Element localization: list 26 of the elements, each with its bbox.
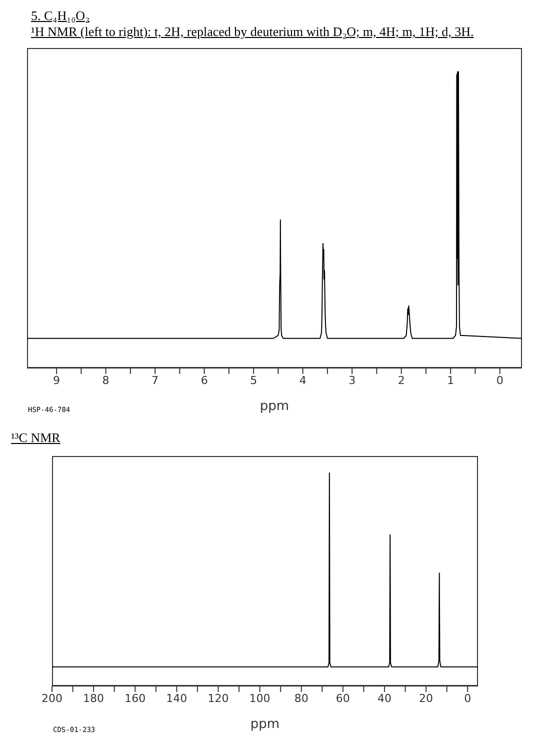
- x-tick-label: 20: [419, 692, 434, 705]
- x-tick-label: 200: [42, 692, 62, 705]
- x-tick-label: 9: [53, 374, 60, 387]
- x-tick-label: 5: [250, 374, 258, 387]
- chart-subtitle: ¹H NMR (left to right): t, 2H, replaced by deuterium with D₂O; m, 4H; m, 1H; d, 3H.: [31, 24, 475, 40]
- x-tick-label: 0: [464, 692, 472, 705]
- x-axis-title: ppm: [260, 399, 290, 414]
- x-tick-label: 8: [102, 374, 110, 387]
- x-tick-label: 7: [152, 374, 159, 387]
- x-tick-label: 80: [294, 692, 308, 705]
- x-tick-label: 40: [377, 692, 392, 705]
- x-tick-label: 140: [166, 692, 188, 705]
- x-tick-label: 4: [299, 374, 306, 387]
- x-axis-title: ppm: [250, 717, 280, 732]
- x-tick-label: 120: [208, 692, 229, 705]
- x-tick-label: 2: [398, 374, 405, 387]
- x-tick-label: 100: [249, 692, 270, 705]
- chart-title: ¹³C NMR: [11, 430, 62, 446]
- x-tick-label: 0: [496, 374, 504, 387]
- x-tick-label: 6: [200, 374, 208, 387]
- x-tick-label: 180: [83, 692, 104, 705]
- x-tick-label: 160: [124, 692, 146, 705]
- x-tick-label: 1: [447, 374, 454, 387]
- x-tick-label: 60: [336, 692, 350, 705]
- x-tick-label: 3: [348, 374, 356, 387]
- chart-title: 5. C₄H₁₀O₂: [31, 8, 91, 24]
